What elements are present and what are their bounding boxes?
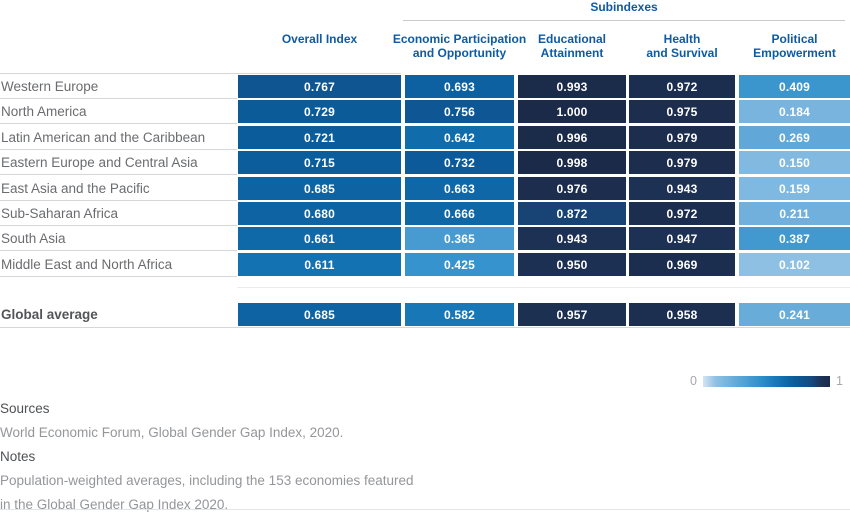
- heatmap-cell: 0.365: [405, 227, 514, 250]
- heatmap-cell: 0.693: [405, 75, 514, 98]
- region-label: Middle East and North Africa: [0, 252, 237, 277]
- footer-notes: Sources World Economic Forum, Global Gen…: [0, 397, 600, 517]
- legend-gradient-bar: [703, 376, 830, 387]
- legend-max-label: 1: [836, 374, 843, 388]
- heatmap-cell: 0.976: [518, 177, 626, 200]
- heatmap-cell: 0.947: [629, 227, 735, 250]
- heatmap-cell: 0.685: [238, 177, 401, 200]
- heatmap-cell: 0.102: [739, 253, 850, 276]
- subindexes-rule: [403, 20, 845, 21]
- heatmap-cell: 0.729: [238, 100, 401, 123]
- region-label: Eastern Europe and Central Asia: [0, 150, 237, 175]
- heatmap-cell: 0.767: [238, 75, 401, 98]
- heatmap-cell: 0.969: [629, 253, 735, 276]
- heatmap-cell: 0.998: [518, 151, 626, 174]
- heatmap-cell: 0.721: [238, 126, 401, 149]
- table-gap-rule: [237, 287, 850, 288]
- region-label: South Asia: [0, 226, 237, 251]
- heatmap-cell: 0.996: [518, 126, 626, 149]
- heatmap-cell: 0.756: [405, 100, 514, 123]
- heatmap-cell: 0.680: [238, 202, 401, 225]
- heatmap-cell: 1.000: [518, 100, 626, 123]
- region-label: Sub-Saharan Africa: [0, 201, 237, 226]
- column-header: Overall Index: [240, 33, 400, 47]
- heatmap-cell: 0.241: [739, 303, 850, 326]
- heatmap-cell: 0.159: [739, 177, 850, 200]
- heatmap-cell: 0.950: [518, 253, 626, 276]
- heatmap-cell: 0.975: [629, 100, 735, 123]
- heatmap-cell: 0.979: [629, 151, 735, 174]
- notes-text-line1: Population-weighted averages, including …: [0, 469, 600, 493]
- heatmap-cell: 0.387: [739, 227, 850, 250]
- heatmap-cell: 0.611: [238, 253, 401, 276]
- heatmap-cell: 0.150: [739, 151, 850, 174]
- sources-heading: Sources: [0, 397, 600, 421]
- heatmap-cell: 0.957: [518, 303, 626, 326]
- heatmap-cell: 0.269: [739, 126, 850, 149]
- heatmap-cell: 0.972: [629, 75, 735, 98]
- heatmap-cell: 0.958: [629, 303, 735, 326]
- heatmap-cell: 0.211: [739, 202, 850, 225]
- region-label: North America: [0, 99, 237, 124]
- notes-heading: Notes: [0, 445, 600, 469]
- heatmap-cell: 0.666: [405, 202, 514, 225]
- heatmap-cell: 0.685: [238, 303, 401, 326]
- heatmap-cell: 0.943: [629, 177, 735, 200]
- heatmap-cell: 0.642: [405, 126, 514, 149]
- legend-min-label: 0: [690, 374, 697, 388]
- heatmap-cell: 0.872: [518, 202, 626, 225]
- heatmap-cell: 0.661: [238, 227, 401, 250]
- heatmap-cell: 0.715: [238, 151, 401, 174]
- heatmap-cell: 0.663: [405, 177, 514, 200]
- sources-text: World Economic Forum, Global Gender Gap …: [0, 421, 600, 445]
- subindexes-group-title: Subindexes: [403, 0, 845, 14]
- table-bottom-rule: [0, 327, 850, 328]
- global-average-label: Global average: [0, 302, 237, 327]
- region-label: East Asia and the Pacific: [0, 176, 237, 201]
- heatmap-cell: 0.732: [405, 151, 514, 174]
- notes-text-line2: in the Global Gender Gap Index 2020.: [0, 493, 600, 517]
- heatmap-cell: 0.943: [518, 227, 626, 250]
- heatmap-cell: 0.993: [518, 75, 626, 98]
- heatmap-cell: 0.979: [629, 126, 735, 149]
- region-label: Western Europe: [0, 74, 237, 99]
- heatmap-cell: 0.409: [739, 75, 850, 98]
- color-legend: 0 1: [690, 374, 843, 388]
- heatmap-cell: 0.184: [739, 100, 850, 123]
- heatmap-cell: 0.972: [629, 202, 735, 225]
- heatmap-cell: 0.425: [405, 253, 514, 276]
- region-label: Latin American and the Caribbean: [0, 125, 237, 150]
- heatmap-cell: 0.582: [405, 303, 514, 326]
